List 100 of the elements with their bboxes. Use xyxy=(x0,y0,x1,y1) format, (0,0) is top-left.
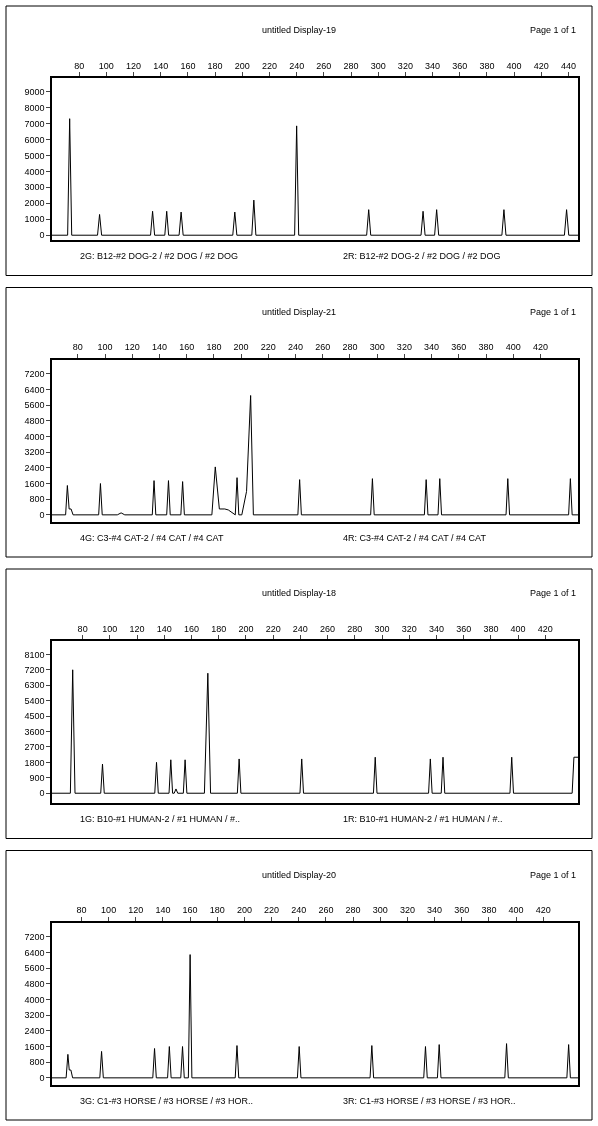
y-tick-label: 1800 xyxy=(24,757,45,768)
x-tick-label: 140 xyxy=(156,623,172,634)
y-tick-label: 3200 xyxy=(24,1010,45,1021)
x-tick-label: 440 xyxy=(560,60,577,71)
x-tick-label: 420 xyxy=(533,60,549,71)
x-tick-label: 120 xyxy=(128,905,144,916)
x-tick-label: 120 xyxy=(126,60,142,71)
chart-title: untitled Display-20 xyxy=(262,870,337,880)
x-tick-label: 340 xyxy=(427,905,443,916)
y-tick-label: 6400 xyxy=(24,384,45,395)
x-tick-label: 180 xyxy=(206,342,222,353)
x-tick-label: 260 xyxy=(320,623,336,634)
x-tick-label: 320 xyxy=(396,342,412,353)
x-tick-label: 200 xyxy=(238,623,254,634)
x-tick-label: 160 xyxy=(182,905,198,916)
x-tick-label: 360 xyxy=(454,905,470,916)
y-tick-label: 3600 xyxy=(24,726,45,737)
chart-title: untitled Display-21 xyxy=(262,307,337,317)
x-tick-label: 420 xyxy=(535,905,551,916)
x-tick-label: 220 xyxy=(264,905,280,916)
y-tick-label: 800 xyxy=(29,1057,45,1068)
y-tick-label: 2400 xyxy=(24,463,45,474)
y-tick-label: 8000 xyxy=(24,102,45,113)
x-tick-label: 160 xyxy=(180,60,196,71)
x-tick-label: 200 xyxy=(234,60,250,71)
x-tick-label: 280 xyxy=(342,342,358,353)
y-tick-label: 5400 xyxy=(24,695,45,706)
x-tick-label: 220 xyxy=(260,342,276,353)
y-tick-label: 0 xyxy=(39,230,45,241)
x-tick-label: 240 xyxy=(291,905,307,916)
x-tick-label: 240 xyxy=(289,60,305,71)
y-tick-label: 5000 xyxy=(24,150,45,161)
x-tick-label: 240 xyxy=(292,623,308,634)
y-tick-label: 3200 xyxy=(24,447,45,458)
x-tick-label: 100 xyxy=(98,60,114,71)
x-tick-label: 140 xyxy=(153,60,169,71)
y-tick-label: 1600 xyxy=(24,478,45,489)
x-tick-label: 80 xyxy=(72,342,83,353)
x-tick-label: 160 xyxy=(183,623,200,634)
x-tick-label: 420 xyxy=(532,342,548,353)
x-tick-label: 300 xyxy=(372,905,388,916)
x-tick-label: 80 xyxy=(77,623,88,634)
x-tick-label: 340 xyxy=(424,342,440,353)
text: Page 1 of 1 xyxy=(530,870,577,880)
x-tick-label: 400 xyxy=(506,60,522,71)
text: 2R: B12-#2 DOG-2 / #2 DOG / #2 DOG xyxy=(343,251,501,261)
y-tick-label: 4000 xyxy=(24,431,45,442)
y-tick-label: 0 xyxy=(39,510,45,520)
x-tick-label: 140 xyxy=(155,905,171,916)
text: Page 1 of 1 xyxy=(530,307,577,317)
y-tick-label: 9000 xyxy=(24,86,45,97)
x-tick-label: 220 xyxy=(261,60,277,71)
x-tick-label: 300 xyxy=(370,60,386,71)
x-tick-label: 300 xyxy=(374,623,390,634)
text: 4R: C3-#4 CAT-2 / #4 CAT / #4 CAT xyxy=(343,533,487,543)
x-tick-label: 360 xyxy=(452,60,468,71)
x-tick-label: 400 xyxy=(505,342,521,353)
text: 1R: B10-#1 HUMAN-2 / #1 HUMAN / #.. xyxy=(343,814,503,824)
text: Page 1 of 1 xyxy=(530,25,577,35)
x-tick-label: 260 xyxy=(315,342,331,353)
text: 4G: C3-#4 CAT-2 / #4 CAT / #4 CAT xyxy=(80,533,224,543)
x-tick-label: 120 xyxy=(129,623,145,634)
text: 1G: B10-#1 HUMAN-2 / #1 HUMAN / #.. xyxy=(80,814,241,824)
x-tick-label: 180 xyxy=(211,623,227,634)
x-tick-label: 80 xyxy=(76,905,87,916)
y-tick-label: 4800 xyxy=(24,979,45,990)
x-tick-label: 380 xyxy=(483,623,499,634)
y-tick-label: 4000 xyxy=(24,994,45,1005)
y-tick-label: 2000 xyxy=(24,198,45,209)
x-tick-label: 160 xyxy=(179,342,195,353)
x-tick-label: 400 xyxy=(508,905,524,916)
x-tick-label: 220 xyxy=(265,623,281,634)
y-tick-label: 6300 xyxy=(24,680,45,691)
y-tick-label: 900 xyxy=(29,772,45,783)
x-tick-label: 360 xyxy=(456,623,472,634)
x-tick-label: 140 xyxy=(151,342,168,353)
x-tick-label: 80 xyxy=(74,60,85,71)
x-tick-label: 340 xyxy=(425,60,441,71)
y-tick-label: 7200 xyxy=(24,932,45,943)
y-tick-label: 2400 xyxy=(24,1026,45,1037)
y-tick-label: 0 xyxy=(39,788,45,799)
chart-title: untitled Display-18 xyxy=(262,588,337,598)
x-tick-label: 320 xyxy=(401,623,417,634)
y-tick-label: 7200 xyxy=(24,664,45,675)
x-tick-label: 260 xyxy=(316,60,332,71)
x-tick-label: 380 xyxy=(478,342,494,353)
x-tick-label: 200 xyxy=(236,905,252,916)
y-tick-label: 7000 xyxy=(24,118,45,129)
x-tick-label: 320 xyxy=(399,905,415,916)
x-tick-label: 180 xyxy=(209,905,225,916)
y-tick-label: 6400 xyxy=(24,947,45,958)
x-tick-label: 420 xyxy=(537,623,553,634)
y-tick-label: 1600 xyxy=(24,1041,45,1052)
x-tick-label: 400 xyxy=(510,623,526,634)
x-tick-label: 280 xyxy=(345,905,361,916)
x-tick-label: 360 xyxy=(451,342,467,353)
x-tick-label: 180 xyxy=(207,60,223,71)
y-tick-label: 6000 xyxy=(24,134,45,145)
x-tick-label: 100 xyxy=(101,905,117,916)
x-tick-label: 320 xyxy=(397,60,413,71)
